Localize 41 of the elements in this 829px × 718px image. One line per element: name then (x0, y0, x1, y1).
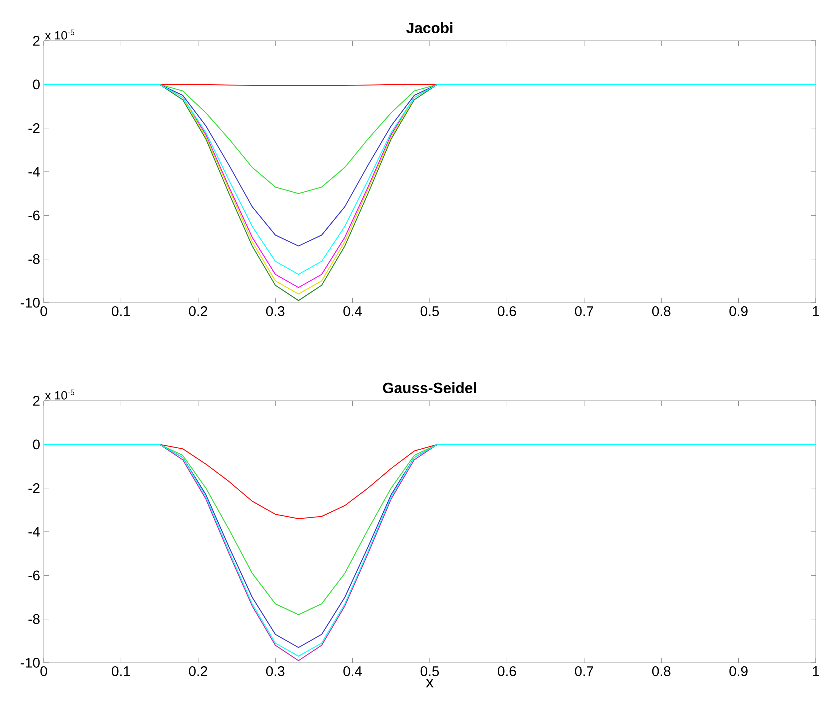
x-tick-label: 1 (813, 666, 820, 676)
x-tick-label: 0.8 (652, 666, 671, 676)
y-tick-label: -10 (20, 298, 40, 308)
y-tick-label: -2 (28, 483, 40, 494)
x-tick-label: 0.1 (112, 306, 130, 316)
chart-title: Gauss-Seidel (383, 382, 476, 394)
x-tick-label: 0.8 (652, 306, 671, 316)
y-tick-label: -10 (20, 658, 40, 668)
x-tick-label: 0.7 (575, 306, 594, 316)
y-tick-label: -8 (28, 614, 40, 624)
y-tick-label: 0 (33, 80, 40, 90)
y-tick-label: -4 (28, 527, 40, 537)
x-tick-label: 0.1 (112, 666, 130, 676)
x-tick-label: 0.5 (420, 666, 440, 676)
x-tick-label: 0 (40, 306, 48, 316)
x-tick-label: 0.2 (189, 306, 208, 316)
x-tick-label: 0.2 (189, 666, 208, 676)
x-tick-label: 0.7 (575, 666, 594, 676)
x-tick-label: 0.6 (498, 666, 516, 676)
x-axis-title: x (426, 679, 434, 688)
x-tick-label: 0.4 (344, 666, 362, 676)
y-tick-label: -4 (28, 167, 40, 177)
text: x 10$^{-5}$ (45, 30, 75, 40)
x-tick-label: 0.9 (730, 306, 748, 316)
x-tick-label: 0.3 (266, 666, 285, 676)
y-tick-label: 2 (33, 396, 40, 406)
y-tick-label: 2 (33, 36, 40, 46)
x-tick-label: 0.5 (420, 306, 440, 316)
y-tick-label: -6 (28, 570, 40, 581)
y-tick-label: 0 (33, 440, 40, 450)
chart-title: Jacobi (406, 22, 453, 34)
y-tick-label: -2 (28, 123, 40, 134)
x-tick-label: 0.4 (344, 306, 362, 316)
x-tick-label: 0.3 (266, 306, 285, 316)
x-tick-label: 0.6 (498, 306, 516, 316)
text: x 10$^{-5}$ (45, 390, 75, 400)
x-tick-label: 0 (40, 666, 48, 676)
y-tick-label: -6 (28, 210, 40, 221)
y-tick-label: -8 (28, 254, 40, 264)
x-tick-label: 0.9 (730, 666, 748, 676)
x-tick-label: 1 (813, 306, 820, 316)
